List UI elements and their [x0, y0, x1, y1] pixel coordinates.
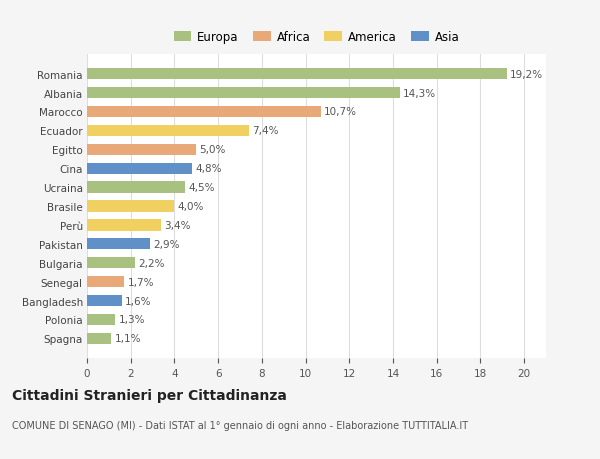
- Text: 14,3%: 14,3%: [403, 89, 436, 98]
- Bar: [87, 220, 161, 231]
- Bar: [87, 257, 135, 269]
- Text: 4,0%: 4,0%: [178, 202, 204, 212]
- Text: COMUNE DI SENAGO (MI) - Dati ISTAT al 1° gennaio di ogni anno - Elaborazione TUT: COMUNE DI SENAGO (MI) - Dati ISTAT al 1°…: [12, 420, 468, 430]
- Bar: [87, 201, 175, 212]
- Bar: [87, 333, 111, 344]
- Bar: [87, 276, 124, 288]
- Bar: [87, 163, 192, 174]
- Text: 1,1%: 1,1%: [115, 334, 141, 344]
- Bar: [87, 182, 185, 193]
- Text: 7,4%: 7,4%: [252, 126, 278, 136]
- Bar: [87, 69, 506, 80]
- Bar: [87, 144, 196, 156]
- Bar: [87, 125, 249, 137]
- Text: 19,2%: 19,2%: [510, 69, 543, 79]
- Bar: [87, 88, 400, 99]
- Bar: [87, 239, 151, 250]
- Text: 1,7%: 1,7%: [127, 277, 154, 287]
- Text: 5,0%: 5,0%: [200, 145, 226, 155]
- Legend: Europa, Africa, America, Asia: Europa, Africa, America, Asia: [171, 28, 462, 46]
- Text: 4,8%: 4,8%: [195, 164, 221, 174]
- Text: 1,3%: 1,3%: [119, 315, 145, 325]
- Text: 3,4%: 3,4%: [164, 220, 191, 230]
- Bar: [87, 314, 115, 325]
- Text: 2,2%: 2,2%: [139, 258, 165, 268]
- Text: 4,5%: 4,5%: [188, 183, 215, 193]
- Bar: [87, 295, 122, 307]
- Text: 2,9%: 2,9%: [154, 239, 180, 249]
- Text: 10,7%: 10,7%: [324, 107, 357, 117]
- Text: 1,6%: 1,6%: [125, 296, 152, 306]
- Text: Cittadini Stranieri per Cittadinanza: Cittadini Stranieri per Cittadinanza: [12, 388, 287, 402]
- Bar: [87, 106, 321, 118]
